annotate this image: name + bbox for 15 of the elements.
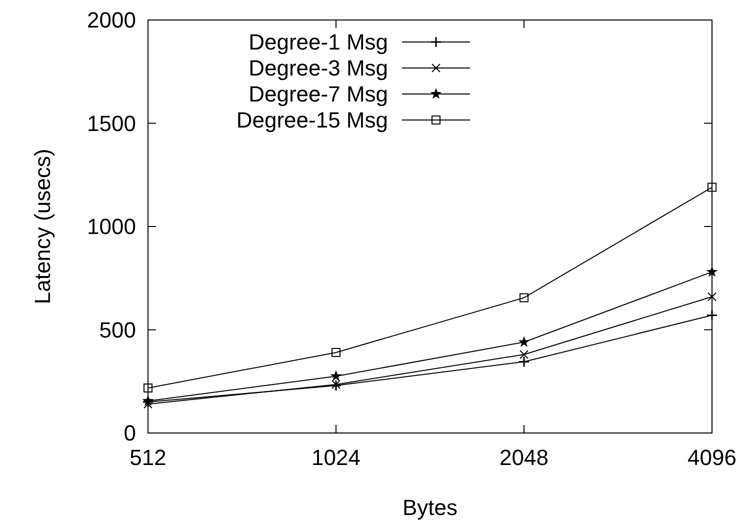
y-tick-label: 500 bbox=[99, 317, 136, 342]
y-axis-title: Latency (usecs) bbox=[30, 148, 55, 304]
y-tick-label: 0 bbox=[124, 420, 136, 446]
y-tick-label: 1000 bbox=[87, 214, 136, 240]
legend-label: Degree-15 Msg bbox=[236, 108, 388, 133]
x-tick-label: 512 bbox=[130, 445, 166, 470]
legend-label: Degree-1 Msg bbox=[248, 30, 388, 55]
y-tick-label: 2000 bbox=[87, 8, 136, 33]
x-tick-label: 2048 bbox=[500, 445, 548, 470]
legend-label: Degree-3 Msg bbox=[248, 56, 388, 81]
y-tick-label: 1500 bbox=[87, 110, 136, 136]
x-tick-label: 4096 bbox=[688, 445, 736, 470]
x-tick-label: 1024 bbox=[312, 445, 360, 470]
legend-label: Degree-7 Msg bbox=[248, 82, 388, 107]
x-axis-title: Bytes bbox=[402, 495, 458, 520]
